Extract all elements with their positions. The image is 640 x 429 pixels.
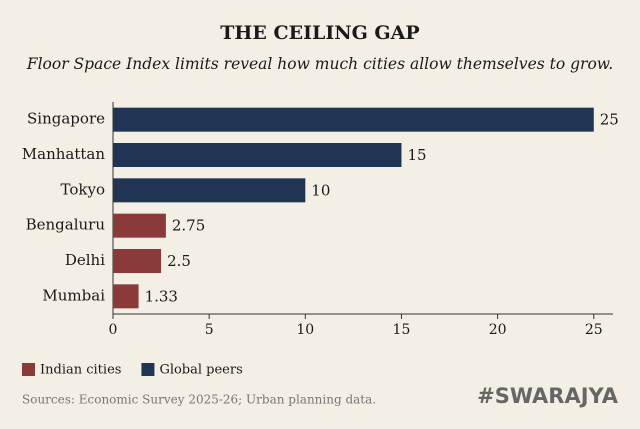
y-tick-label: Delhi [65, 251, 105, 269]
y-tick-label: Bengaluru [26, 216, 106, 234]
x-tick-label: 25 [585, 322, 603, 338]
brand: #SWARAJYA [477, 384, 619, 408]
value-label: 2.5 [167, 252, 191, 270]
legend-swatch [141, 363, 155, 376]
legend-swatch [22, 363, 35, 376]
bar [113, 249, 162, 273]
y-tick-label: Manhattan [22, 145, 106, 163]
chart-subtitle: Floor Space Index limits reveal how much… [26, 55, 613, 73]
value-label: 1.33 [145, 287, 178, 305]
value-label: 10 [311, 181, 330, 199]
bar [113, 284, 139, 309]
x-tick-label: 15 [393, 322, 411, 338]
bar [113, 213, 166, 238]
bar [113, 107, 594, 132]
legend-label: Global peers [159, 363, 242, 378]
bar [113, 143, 402, 167]
value-label: 25 [600, 111, 619, 129]
value-label: 15 [407, 146, 426, 164]
x-tick-label: 0 [109, 322, 118, 338]
y-tick-label: Singapore [27, 110, 105, 128]
y-tick-label: Mumbai [42, 286, 105, 304]
value-label: 2.75 [172, 217, 205, 235]
x-tick-label: 10 [296, 322, 314, 338]
legend-label: Indian cities [40, 363, 121, 378]
x-tick-label: 20 [489, 322, 507, 338]
bar [113, 178, 306, 203]
y-tick-label: Tokyo [61, 180, 105, 198]
x-tick-label: 5 [205, 322, 214, 338]
source: Sources: Economic Survey 2025-26; Urban … [22, 393, 376, 407]
chart-title: THE CEILING GAP [220, 22, 419, 44]
